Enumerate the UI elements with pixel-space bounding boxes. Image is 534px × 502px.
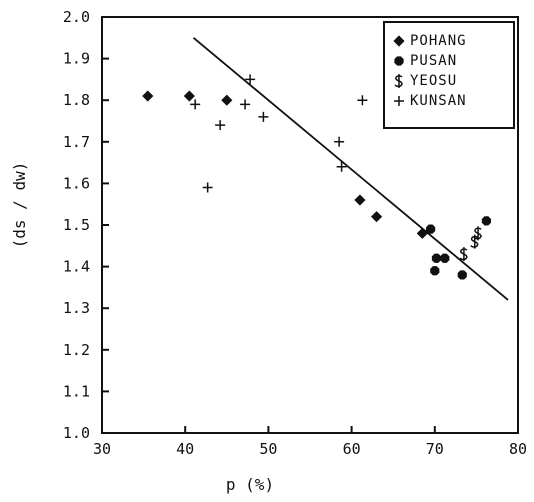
trend-layer	[192, 37, 509, 301]
y-axis-label: (ds / dw)	[10, 162, 29, 249]
y-tick-label: 1.2	[63, 341, 90, 359]
legend-layer: POHANG PUSAN YEOSU KUNSAN	[383, 21, 515, 129]
data-point-pohang	[370, 211, 383, 223]
data-point-kunsan	[240, 99, 251, 110]
y-tick-label: 1.7	[63, 133, 90, 151]
y-tick-label: 1.6	[63, 174, 90, 192]
data-point-kunsan	[258, 111, 269, 122]
data-point-pohang	[221, 94, 233, 106]
series-pusan	[426, 216, 491, 280]
data-point-kunsan	[357, 95, 368, 106]
x-tick-label: 50	[259, 440, 277, 458]
data-point-kunsan	[215, 120, 226, 131]
data-point-pohang	[183, 90, 195, 102]
x-tick-label: 80	[509, 440, 527, 458]
y-tick-label: 2.0	[63, 8, 90, 26]
data-point-kunsan	[334, 136, 345, 147]
series-pohang	[142, 90, 428, 239]
data-point-kunsan	[202, 182, 213, 193]
x-axis-label: p (%)	[226, 475, 274, 494]
data-point-pusan	[431, 253, 442, 263]
legend-marker-pohang	[393, 35, 405, 47]
x-tick-label: 70	[426, 440, 444, 458]
series-yeosu	[459, 226, 482, 262]
x-tick-label: 60	[343, 440, 361, 458]
x-tick-label: 30	[93, 440, 111, 458]
data-point-yeosu	[470, 234, 479, 249]
series-kunsan	[190, 74, 368, 193]
legend-label-yeosu: YEOSU	[410, 73, 457, 89]
data-point-pusan	[426, 224, 436, 234]
y-tick-label: 1.0	[63, 424, 90, 442]
x-tick-label: 40	[176, 440, 194, 458]
y-tick-label: 1.5	[63, 216, 90, 234]
axis-label-layer: p (%) (ds / dw)	[10, 162, 274, 494]
y-tick-label: 1.9	[63, 50, 90, 68]
y-tick-label: 1.8	[63, 91, 90, 109]
data-point-kunsan	[190, 99, 201, 110]
data-point-pohang	[416, 227, 428, 239]
series-layer	[142, 74, 491, 280]
y-tick-label: 1.3	[63, 299, 90, 317]
tick-layer: 30 40 50 60 70 80 1.0 1.1 1.2 1.3 1.4 1.5 1.6 1.7 1.8 1…	[63, 8, 527, 458]
data-point-pohang	[354, 194, 366, 206]
y-tick-label: 1.4	[63, 258, 90, 276]
legend-label-kunsan: KUNSAN	[410, 93, 467, 109]
data-point-kunsan	[336, 161, 347, 172]
data-point-pusan	[440, 253, 450, 263]
y-tick-label: 1.1	[63, 382, 90, 400]
trend-line	[192, 37, 509, 301]
data-point-kunsan	[245, 74, 256, 85]
legend-label-pusan: PUSAN	[410, 53, 457, 69]
data-point-pusan	[481, 216, 491, 226]
legend-label-pohang: POHANG	[410, 33, 467, 49]
data-point-pusan	[430, 266, 440, 276]
data-point-pohang	[142, 90, 154, 102]
data-point-yeosu	[459, 247, 468, 262]
legend-marker-pusan	[394, 56, 404, 66]
legend-marker-yeosu	[394, 74, 403, 88]
legend-box	[383, 21, 515, 129]
data-point-yeosu	[473, 226, 482, 241]
data-point-pusan	[457, 270, 467, 280]
legend-marker-kunsan	[394, 96, 404, 106]
